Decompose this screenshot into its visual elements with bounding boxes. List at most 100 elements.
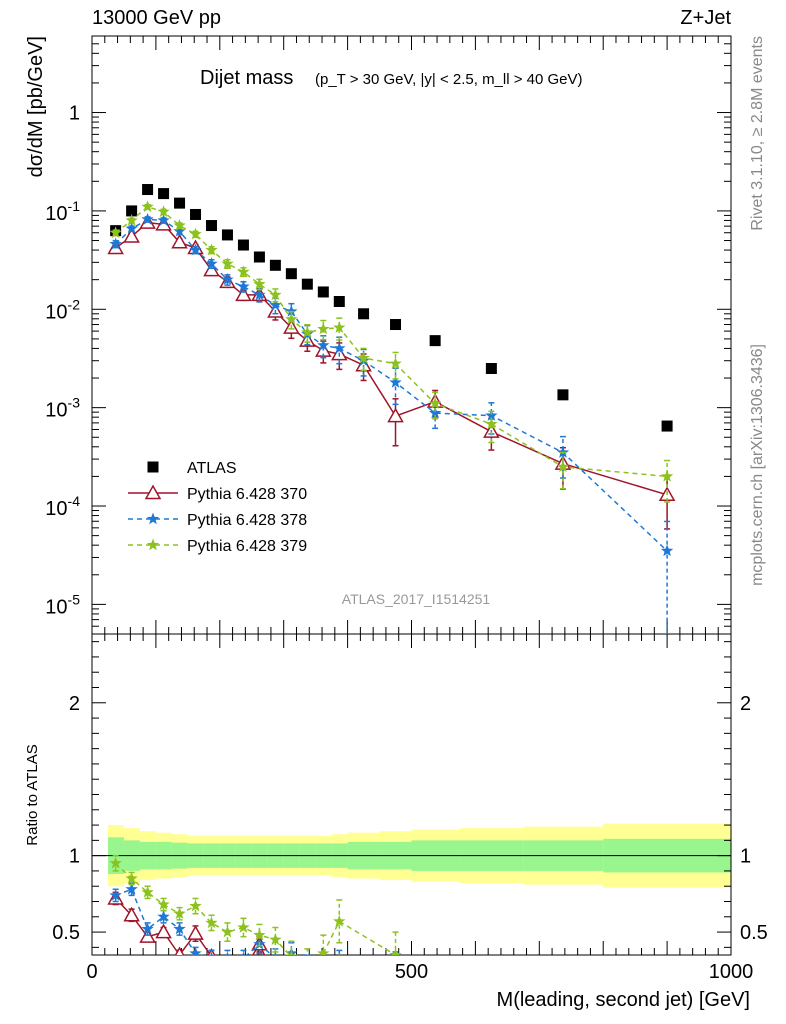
main-pythia-6-428-378-point bbox=[125, 222, 138, 234]
main-pythia-6-428-379-point bbox=[237, 265, 250, 278]
ratio-pythia-6-428-379-point bbox=[317, 946, 330, 955]
ratio-pythia-6-428-379-point bbox=[253, 928, 266, 941]
main-pythia-6-428-378-series bbox=[109, 212, 674, 634]
ratio-pythia-6-428-379-series bbox=[109, 854, 402, 955]
main-pythia-6-428-379-point bbox=[357, 351, 370, 364]
x-ticks: 0 500 1000 bbox=[86, 36, 753, 983]
ratio-pythia-6-428-370-point bbox=[220, 962, 234, 975]
ratio-pythia-6-428-379-point bbox=[125, 872, 138, 884]
main-pythia-6-428-379-point bbox=[485, 417, 498, 430]
legend-marker bbox=[146, 512, 160, 525]
ratio-panel: 0.5 0.5 1 1 2 2 bbox=[52, 633, 768, 956]
ratio-pythia-6-428-370-point bbox=[389, 983, 403, 996]
legend: ATLAS Pythia 6.428 370 Pythia 6.428 378 Pyt… bbox=[128, 460, 307, 555]
y-tick-exponent: -4 bbox=[68, 493, 81, 509]
ratio-tick-label-right: 2 bbox=[740, 693, 751, 715]
ratio-pythia-6-428-370-point bbox=[174, 946, 185, 955]
legend-entry: ATLAS bbox=[147, 460, 237, 477]
main-pythia-6-428-378-point bbox=[205, 257, 218, 270]
ratio-frame bbox=[91, 633, 732, 956]
main-ylabel: dσ/dM [pb/GeV] bbox=[25, 36, 47, 177]
ratio-pythia-6-428-370-point bbox=[236, 963, 250, 976]
ratio-pythia-6-428-378-point bbox=[141, 922, 154, 935]
main-pythia-6-428-378-point bbox=[173, 224, 186, 237]
ratio-pythia-6-428-379-point bbox=[141, 885, 154, 898]
main-pythia-6-428-370-point bbox=[235, 286, 252, 302]
ratio-pythia-6-428-370-point bbox=[187, 925, 204, 940]
y-tick-base: 10 bbox=[45, 301, 67, 323]
main-pythia-6-428-370-line bbox=[115, 221, 668, 496]
main-pythia-6-428-379-error-bar bbox=[488, 410, 495, 444]
main-pythia-6-428-379-point bbox=[125, 213, 138, 226]
main-pythia-6-428-379-point bbox=[317, 322, 330, 335]
y-tick-exponent: -1 bbox=[68, 198, 81, 214]
main-pythia-6-428-378-point bbox=[269, 298, 282, 311]
main-atlas-point bbox=[205, 220, 217, 232]
main-atlas-point bbox=[126, 205, 138, 217]
main-pythia-6-428-378-point bbox=[389, 376, 402, 388]
ratio-pythia-6-428-379-error-bar bbox=[392, 931, 399, 955]
main-pythia-6-428-379-point bbox=[109, 226, 122, 238]
ratio-pythia-6-428-379-point bbox=[237, 920, 250, 933]
main-atlas-point bbox=[190, 208, 202, 220]
main-pythia-6-428-378-point bbox=[237, 280, 250, 292]
ratio-pythia-6-428-370-point bbox=[123, 906, 140, 922]
main-pythia-6-428-370-point bbox=[387, 407, 404, 423]
main-atlas-point bbox=[333, 295, 345, 307]
ratio-pythia-6-428-370-error-bar bbox=[320, 981, 326, 993]
ratio-pythia-6-428-378-point bbox=[317, 958, 329, 970]
ratio-pythia-6-428-378-point bbox=[226, 951, 229, 955]
main-pythia-6-428-379-error-bar bbox=[392, 351, 399, 380]
ratio-pythia-6-428-379-point bbox=[173, 907, 186, 919]
main-atlas-point bbox=[557, 389, 569, 401]
ratio-pythia-6-428-379-error-bar bbox=[272, 926, 279, 953]
ratio-pythia-6-428-370-line bbox=[115, 897, 266, 955]
header-left: 13000 GeV pp bbox=[92, 7, 221, 29]
ratio-pythia-6-428-378-point bbox=[333, 956, 345, 968]
ratio-pythia-6-428-378-error-bar bbox=[304, 954, 311, 955]
ratio-pythia-6-428-379-point bbox=[285, 950, 298, 955]
main-pythia-6-428-378-point bbox=[660, 544, 674, 557]
ratio-pythia-6-428-379-point bbox=[333, 914, 346, 927]
ratio-pythia-6-428-370-error-bar bbox=[272, 972, 278, 984]
x-axis-label: M(leading, second jet) [GeV] bbox=[497, 989, 750, 1011]
ratio-pythia-6-428-379-point bbox=[109, 856, 122, 869]
ratio-tick-label-left: 1 bbox=[69, 846, 80, 868]
legend-entry: Pythia 6.428 378 bbox=[128, 512, 307, 529]
main-atlas-point bbox=[158, 188, 170, 200]
ratio-pythia-6-428-378-point bbox=[189, 946, 202, 955]
ratio-tick-label-left: 0.5 bbox=[52, 922, 80, 944]
legend-label: Pythia 6.428 370 bbox=[187, 486, 307, 503]
main-atlas-point bbox=[174, 197, 186, 209]
y-tick-label: 10-4 bbox=[45, 493, 80, 520]
main-pythia-6-428-378-point bbox=[221, 273, 234, 285]
header-right: Z+Jet bbox=[680, 7, 731, 29]
legend-label: ATLAS bbox=[187, 460, 237, 477]
y-tick-exponent: -2 bbox=[68, 296, 81, 312]
ratio-pythia-6-428-370-series bbox=[107, 889, 403, 996]
ratio-pythia-6-428-379-point bbox=[189, 899, 202, 912]
ratio-pythia-6-428-378-error-bar bbox=[320, 952, 327, 955]
ratio-pythia-6-428-379-error-bar bbox=[304, 948, 311, 955]
ratio-pythia-6-428-378-error-bar bbox=[336, 949, 343, 955]
ratio-pythia-6-428-378-error-bar bbox=[240, 949, 247, 955]
x-tick-label: 1000 bbox=[709, 961, 754, 983]
main-pythia-6-428-378-point bbox=[189, 243, 202, 256]
main-pythia-6-428-379-point bbox=[660, 469, 674, 482]
ratio-bands bbox=[92, 823, 731, 888]
y-tick-base: 10 bbox=[45, 400, 67, 422]
ratio-pythia-6-428-379-point bbox=[221, 925, 234, 938]
main-pythia-6-428-378-point bbox=[333, 341, 346, 354]
ratio-pythia-6-428-378-point bbox=[125, 882, 138, 895]
main-pythia-6-428-378-error-bar bbox=[664, 520, 671, 634]
ratio-pythia-6-428-378-point bbox=[210, 951, 213, 955]
ratio-pythia-6-428-370-point bbox=[316, 980, 330, 993]
ratio-pythia-6-428-379-point bbox=[205, 916, 218, 929]
ratio-pythia-6-428-370-point bbox=[332, 977, 346, 990]
main-pythia-6-428-379-point bbox=[141, 200, 154, 213]
y-tick-label: 10-5 bbox=[45, 591, 80, 618]
y-tick-base: 10 bbox=[45, 203, 67, 225]
main-title-cuts: (p_T > 30 GeV, |y| < 2.5, m_ll > 40 GeV) bbox=[315, 71, 583, 88]
ratio-pythia-6-428-370-point bbox=[300, 979, 314, 992]
ratio-tick-label-right: 1 bbox=[740, 846, 751, 868]
